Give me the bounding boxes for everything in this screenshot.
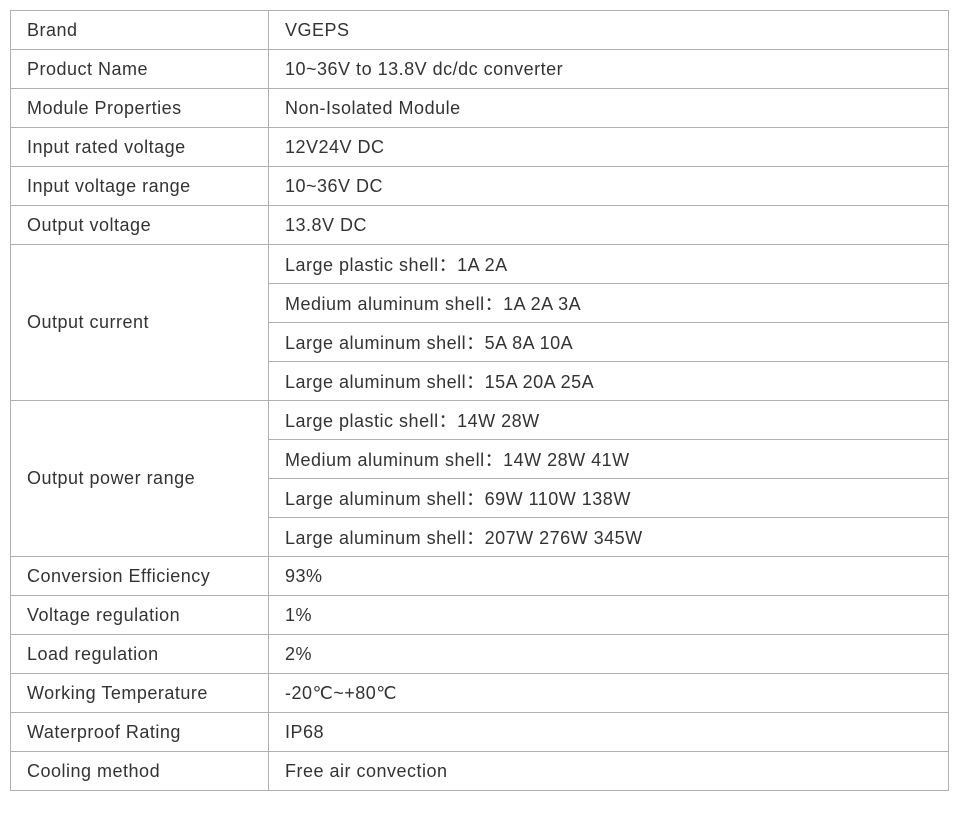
spec-value: Medium aluminum shell：14W 28W 41W — [269, 440, 949, 479]
table-row: Voltage regulation1% — [11, 596, 949, 635]
spec-value: Large plastic shell：1A 2A — [269, 245, 949, 284]
table-row: Module PropertiesNon-Isolated Module — [11, 89, 949, 128]
spec-value: IP68 — [269, 713, 949, 752]
table-row: BrandVGEPS — [11, 11, 949, 50]
spec-table: BrandVGEPSProduct Name10~36V to 13.8V dc… — [10, 10, 949, 791]
spec-value: 10~36V DC — [269, 167, 949, 206]
spec-table-body: BrandVGEPSProduct Name10~36V to 13.8V dc… — [11, 11, 949, 791]
spec-label: Load regulation — [11, 635, 269, 674]
spec-label: Waterproof Rating — [11, 713, 269, 752]
spec-value: 93% — [269, 557, 949, 596]
spec-label: Product Name — [11, 50, 269, 89]
spec-value: Large aluminum shell：5A 8A 10A — [269, 323, 949, 362]
spec-value: Large aluminum shell：15A 20A 25A — [269, 362, 949, 401]
spec-value: Large aluminum shell：69W 110W 138W — [269, 479, 949, 518]
spec-value: 2% — [269, 635, 949, 674]
spec-value: 12V24V DC — [269, 128, 949, 167]
table-row: Waterproof RatingIP68 — [11, 713, 949, 752]
spec-label: Input voltage range — [11, 167, 269, 206]
spec-label: Voltage regulation — [11, 596, 269, 635]
spec-value: 13.8V DC — [269, 206, 949, 245]
table-row: Input voltage range10~36V DC — [11, 167, 949, 206]
spec-label: Module Properties — [11, 89, 269, 128]
spec-value: Large plastic shell：14W 28W — [269, 401, 949, 440]
spec-value: VGEPS — [269, 11, 949, 50]
spec-label: Working Temperature — [11, 674, 269, 713]
spec-value: 10~36V to 13.8V dc/dc converter — [269, 50, 949, 89]
table-row: Cooling methodFree air convection — [11, 752, 949, 791]
table-row: Working Temperature-20℃~+80℃ — [11, 674, 949, 713]
spec-value: 1% — [269, 596, 949, 635]
table-row: Output voltage13.8V DC — [11, 206, 949, 245]
spec-label: Brand — [11, 11, 269, 50]
spec-label: Output power range — [11, 401, 269, 557]
spec-label: Conversion Efficiency — [11, 557, 269, 596]
spec-value: Free air convection — [269, 752, 949, 791]
spec-label: Input rated voltage — [11, 128, 269, 167]
spec-label: Output voltage — [11, 206, 269, 245]
table-row: Output power rangeLarge plastic shell：14… — [11, 401, 949, 440]
spec-label: Cooling method — [11, 752, 269, 791]
spec-value: -20℃~+80℃ — [269, 674, 949, 713]
table-row: Input rated voltage12V24V DC — [11, 128, 949, 167]
spec-value: Non-Isolated Module — [269, 89, 949, 128]
table-row: Load regulation2% — [11, 635, 949, 674]
spec-value: Medium aluminum shell：1A 2A 3A — [269, 284, 949, 323]
table-row: Product Name10~36V to 13.8V dc/dc conver… — [11, 50, 949, 89]
table-row: Output currentLarge plastic shell：1A 2A — [11, 245, 949, 284]
spec-value: Large aluminum shell：207W 276W 345W — [269, 518, 949, 557]
table-row: Conversion Efficiency93% — [11, 557, 949, 596]
spec-label: Output current — [11, 245, 269, 401]
